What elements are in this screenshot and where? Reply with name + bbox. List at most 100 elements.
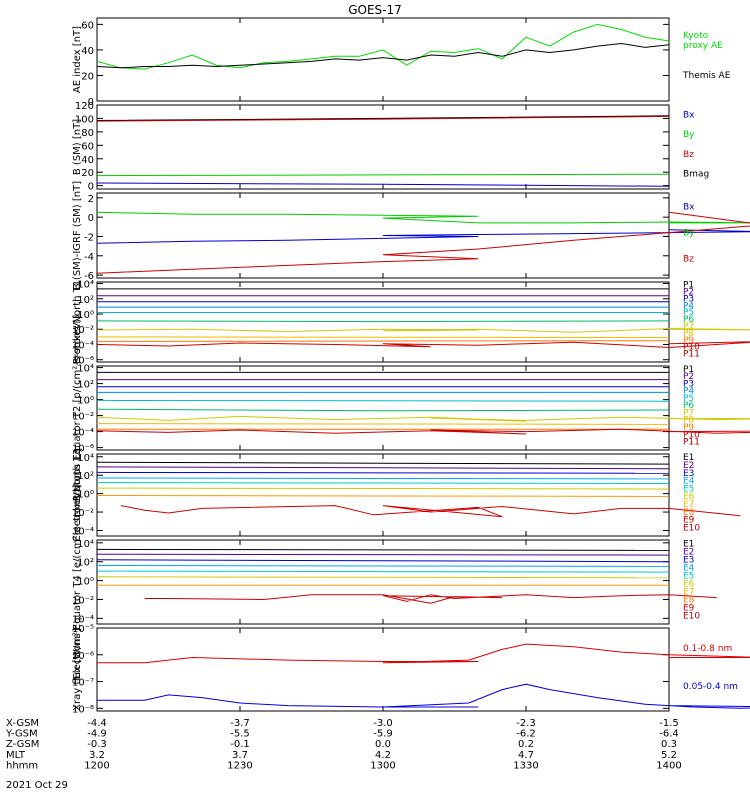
series-bz [96, 115, 670, 122]
y-tick-label: 10⁻⁶ [72, 356, 94, 367]
axis-row-value: -4.9 [87, 729, 107, 740]
series-p8 [96, 423, 670, 425]
y-axis-label: B (SM)-IGRF (SM) [nT] [72, 181, 83, 290]
series-e6 [96, 487, 670, 490]
legend-item: E3 [683, 469, 694, 479]
legend-item: E5 [683, 571, 694, 581]
axis-row-value: -0.3 [87, 739, 107, 750]
legend-item: Kyoto [683, 31, 709, 41]
axis-row-label: Y-GSM [5, 729, 38, 740]
y-tick-label: 10⁻² [72, 595, 94, 606]
legend-item: E7 [683, 500, 694, 510]
y-tick-label: 10⁰ [77, 490, 94, 501]
legend-item: E8 [683, 508, 695, 518]
series-e9 [144, 594, 717, 604]
series-p8 [96, 336, 670, 339]
legend-item: P6 [683, 315, 694, 325]
y-axis-label: Electrons North T3 [72, 448, 83, 541]
series-bx [96, 229, 750, 244]
axis-row-value: -3.7 [230, 718, 250, 729]
date-label: 2021 Oct 29 [6, 780, 68, 791]
y-tick-label: 0 [88, 97, 94, 108]
panel-frame [96, 627, 670, 712]
y-tick-label: 10⁻⁶ [72, 651, 94, 662]
axis-row-value: 1300 [370, 760, 395, 771]
legend-item: E9 [683, 603, 695, 613]
y-tick-label: 10⁻² [72, 508, 94, 519]
series-e6 [96, 576, 670, 579]
series-e3 [96, 559, 670, 563]
y-tick-label: 60 [81, 20, 94, 31]
legend-item: 0.1-0.8 nm [683, 644, 732, 654]
legend-item: Themis AE [682, 71, 731, 81]
legend-item: P5 [683, 394, 694, 404]
legend-item: E5 [683, 484, 694, 494]
series-p10 [96, 428, 750, 435]
y-tick-label: 10² [77, 295, 94, 306]
y-tick-label: 10² [77, 471, 94, 482]
legend-item: 0.05-0.4 nm [683, 682, 738, 692]
plot-title: GOES-17 [348, 3, 402, 17]
legend-item: By [683, 130, 695, 140]
y-tick-label: 60 [81, 141, 94, 152]
legend-item: E6 [683, 579, 695, 589]
series-by [96, 211, 750, 224]
y-tick-label: 0 [88, 182, 94, 193]
legend-item: P10 [683, 430, 700, 440]
panel-frame [96, 365, 670, 451]
y-tick-label: 10⁴ [77, 453, 94, 464]
axis-row-value: 1330 [513, 760, 538, 771]
legend-item: Bx [683, 203, 695, 213]
legend-item: Bmag [683, 169, 709, 179]
y-tick-label: -2 [84, 232, 94, 243]
legend-item: E8 [683, 595, 695, 605]
y-tick-label: 10² [77, 558, 94, 569]
axis-row-value: -6.4 [659, 729, 679, 740]
axis-row-label: X-GSM [6, 718, 39, 729]
y-tick-label: -6 [84, 271, 94, 282]
legend-item: E10 [683, 523, 700, 533]
series-e2 [96, 553, 670, 556]
panel-frame [96, 17, 670, 102]
legend-item: P4 [683, 301, 694, 311]
y-tick-label: 10⁴ [77, 364, 94, 375]
y-axis-label: Protons Equator T2 [p/(cm²-s-sr-keV)] [72, 315, 83, 502]
series-e2 [96, 466, 670, 470]
legend-item: P6 [683, 401, 694, 411]
axis-row-value: -4.4 [87, 718, 107, 729]
legend-item: E10 [683, 611, 700, 621]
series-bmag [96, 115, 670, 121]
legend-item: Bz [683, 150, 694, 160]
series-e3 [96, 471, 670, 474]
y-axis-label: Xray flux [W/m²] [72, 628, 83, 711]
legend-item: P11 [683, 350, 700, 360]
y-tick-label: 10⁻⁴ [72, 340, 94, 351]
series-e1 [96, 461, 670, 465]
series-p5 [96, 399, 670, 402]
legend-item: P7 [683, 322, 694, 332]
legend-item: P8 [683, 329, 694, 339]
y-tick-label: 40 [81, 46, 94, 57]
axis-row-value: -6.2 [516, 729, 536, 740]
y-tick-label: 10⁴ [77, 539, 94, 550]
axis-row-label: hhmm [6, 760, 38, 771]
legend-item: P3 [683, 379, 694, 389]
axis-row-value: -2.3 [516, 718, 536, 729]
axis-row-value: -5.5 [230, 729, 250, 740]
axis-row-value: 0.3 [661, 739, 677, 750]
series-e7 [96, 495, 670, 497]
series-e5 [96, 482, 670, 484]
legend-item: P1 [683, 365, 694, 375]
legend-item: E2 [683, 461, 694, 471]
axis-row-value: -1.5 [659, 718, 679, 729]
series-0-05-0-4-nm [97, 683, 750, 709]
series-bx [96, 182, 670, 187]
legend-item: E4 [683, 477, 695, 487]
series-e4 [96, 565, 670, 567]
series-p7 [96, 415, 750, 422]
